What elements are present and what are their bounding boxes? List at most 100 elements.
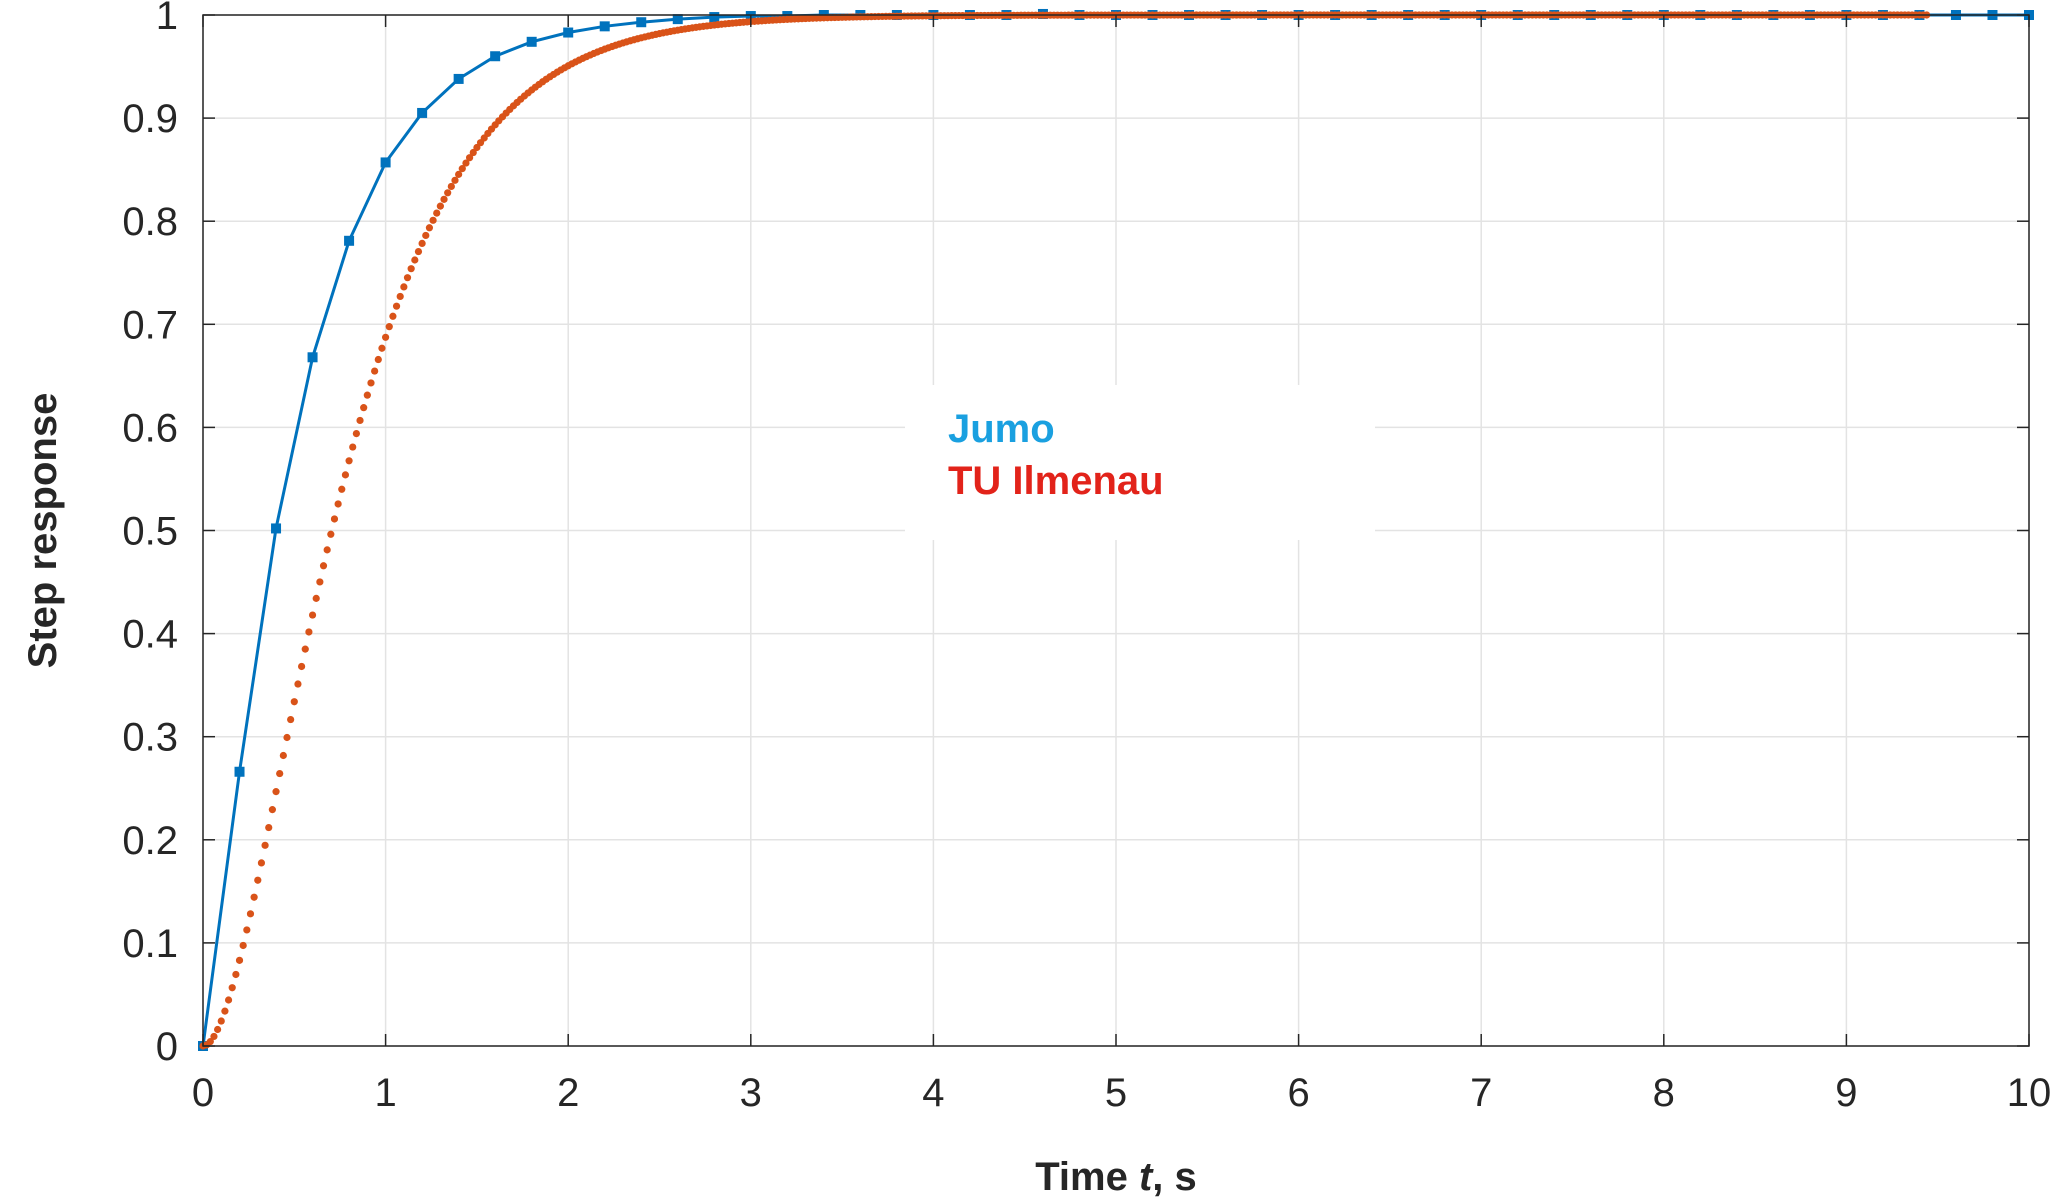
data-point <box>301 645 309 653</box>
y-tick-label: 0 <box>156 1025 178 1069</box>
legend-box <box>905 385 1375 540</box>
data-point <box>462 159 470 167</box>
data-point <box>250 893 258 901</box>
data-point <box>246 910 255 918</box>
data-point <box>400 283 408 291</box>
data-point <box>272 788 280 796</box>
data-point <box>392 302 401 310</box>
data-point <box>444 189 452 197</box>
data-point <box>206 1038 214 1046</box>
data-point <box>563 27 574 38</box>
data-point <box>294 680 302 688</box>
y-axis-title: Step response <box>21 393 65 669</box>
data-point <box>465 154 474 162</box>
data-point <box>307 352 318 363</box>
data-point <box>232 970 240 979</box>
data-point <box>349 443 357 451</box>
data-point <box>243 926 251 934</box>
x-tick-label: 1 <box>374 1071 396 1115</box>
y-tick-label: 0.5 <box>122 510 178 554</box>
data-point <box>239 941 247 950</box>
data-point <box>356 416 364 425</box>
legend-entry: TU Ilmenau <box>948 459 1164 503</box>
data-point <box>367 379 375 387</box>
data-point <box>389 312 397 320</box>
data-point <box>287 715 295 724</box>
y-tick-label: 0.4 <box>122 613 178 657</box>
x-tick-label: 4 <box>922 1071 944 1115</box>
data-point <box>257 859 266 867</box>
data-point <box>334 500 342 508</box>
data-point <box>214 1025 222 1034</box>
x-tick-label: 6 <box>1287 1071 1309 1115</box>
data-point <box>265 823 273 832</box>
x-tick-label: 7 <box>1470 1071 1492 1115</box>
data-point <box>407 265 415 273</box>
data-point <box>360 404 368 412</box>
data-point <box>228 984 236 992</box>
data-point <box>374 355 382 364</box>
data-point <box>254 876 262 884</box>
data-point <box>422 231 430 240</box>
data-point <box>380 157 391 168</box>
data-point <box>283 733 291 742</box>
data-point <box>490 51 501 62</box>
y-tick-label: 0.1 <box>122 922 178 966</box>
x-tick-label: 3 <box>740 1071 762 1115</box>
data-point <box>417 107 428 118</box>
data-point <box>378 344 386 352</box>
data-point <box>433 209 441 217</box>
data-point <box>210 1032 218 1041</box>
data-point <box>338 485 346 493</box>
data-point <box>268 806 276 814</box>
data-point <box>672 14 683 25</box>
data-point <box>276 769 284 778</box>
data-point <box>341 471 350 479</box>
data-point <box>469 148 477 157</box>
data-point <box>429 216 437 224</box>
legend-entry: Jumo <box>948 407 1055 451</box>
data-point <box>418 239 426 247</box>
data-point <box>345 457 353 465</box>
y-tick-label: 0.9 <box>122 97 178 141</box>
y-tick-label: 0.2 <box>122 819 178 863</box>
data-point <box>344 235 355 246</box>
data-point <box>316 578 324 586</box>
x-tick-label: 0 <box>192 1071 214 1115</box>
axes: 0 1 2 3 4 5 6 7 8 9 10 0 0.1 0.2 0.3 0.4 0.5 0.6 0.7 0.8 0.9… <box>21 0 2051 1199</box>
data-point <box>221 1007 229 1015</box>
data-point <box>323 546 331 554</box>
data-point <box>451 176 459 184</box>
data-point <box>599 21 610 32</box>
y-tick-label: 1 <box>156 0 178 38</box>
legend: Jumo TU Ilmenau <box>905 385 1375 540</box>
y-tick-label: 0.3 <box>122 716 178 760</box>
data-point <box>414 247 423 256</box>
data-point <box>327 530 335 538</box>
data-point <box>363 391 371 399</box>
data-point <box>440 195 448 203</box>
data-point <box>396 292 404 301</box>
data-point <box>371 367 379 375</box>
data-point <box>382 333 390 341</box>
grid <box>202 14 2030 1047</box>
data-point <box>458 165 466 173</box>
data-point <box>330 515 339 523</box>
data-point <box>235 956 244 964</box>
data-point <box>224 996 233 1004</box>
data-point <box>261 841 269 849</box>
x-tick-label: 5 <box>1105 1071 1127 1115</box>
y-tick-label: 0.8 <box>122 200 178 244</box>
y-tick-label: 0.7 <box>122 303 178 347</box>
data-point <box>290 698 298 706</box>
data-point <box>453 73 464 84</box>
data-point <box>271 523 282 534</box>
data-point <box>319 562 328 570</box>
data-point <box>636 17 647 28</box>
x-axis-title: Time t, s <box>1035 1155 1197 1199</box>
data-point <box>526 36 537 47</box>
data-point <box>447 182 455 191</box>
y-tick-label: 0.6 <box>122 406 178 450</box>
data-point <box>298 662 306 671</box>
